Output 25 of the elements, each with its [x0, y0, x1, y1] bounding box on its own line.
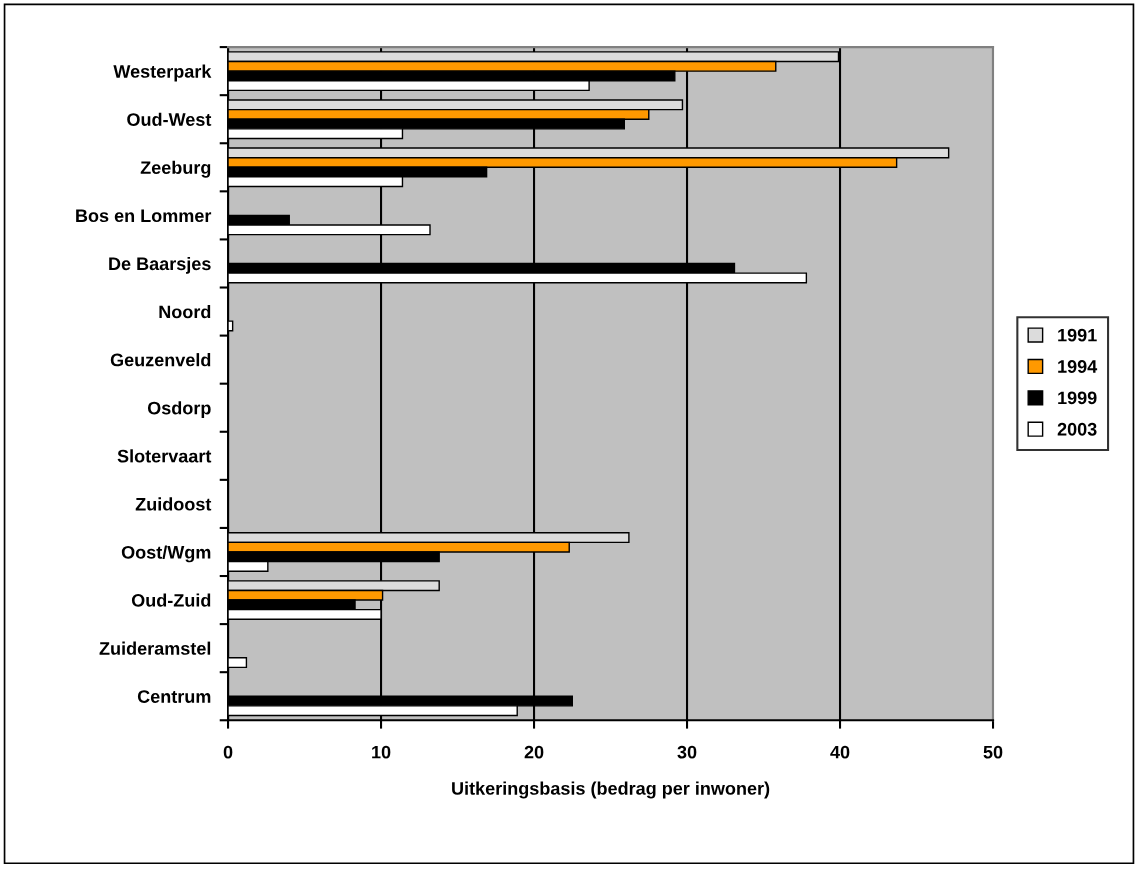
legend-label: 1991 [1058, 328, 1097, 342]
legend-label: 1994 [1058, 360, 1098, 373]
x-tick-label: 10 [372, 745, 391, 759]
y-tick-label: Noord [159, 305, 211, 319]
y-tick-label: Bos en Lommer [76, 209, 212, 223]
y-tick-label: Slotervaart [117, 449, 212, 463]
y-tick-label: Geuzenveld [110, 353, 211, 367]
y-tick-label: Oud-West [127, 112, 212, 126]
y-tick-label: Centrum [137, 690, 211, 703]
y-tick-label: Zuidoost [135, 497, 212, 511]
x-tick-label: 30 [677, 745, 697, 759]
y-tick-label: De Baarsjes [109, 256, 211, 274]
y-tick-label: Zuideramstel [99, 641, 211, 655]
y-tick-label: Westerpark [113, 64, 212, 82]
x-tick-label: 20 [524, 745, 544, 759]
x-tick-label: 0 [223, 745, 233, 759]
x-tick-label: 40 [830, 745, 850, 759]
x-axis-title: Uitkeringsbasis (bedrag per inwoner) [452, 781, 770, 799]
x-tick-label: 50 [983, 745, 1003, 759]
y-tick-label: Oud-Zuid [131, 593, 211, 607]
legend-label: 2003 [1057, 422, 1097, 436]
y-tick-label: Zeeburg [140, 160, 211, 178]
legend-label: 1999 [1058, 391, 1097, 405]
y-tick-label: Osdorp [147, 401, 211, 419]
y-tick-label: Oost/Wgm [121, 545, 211, 563]
